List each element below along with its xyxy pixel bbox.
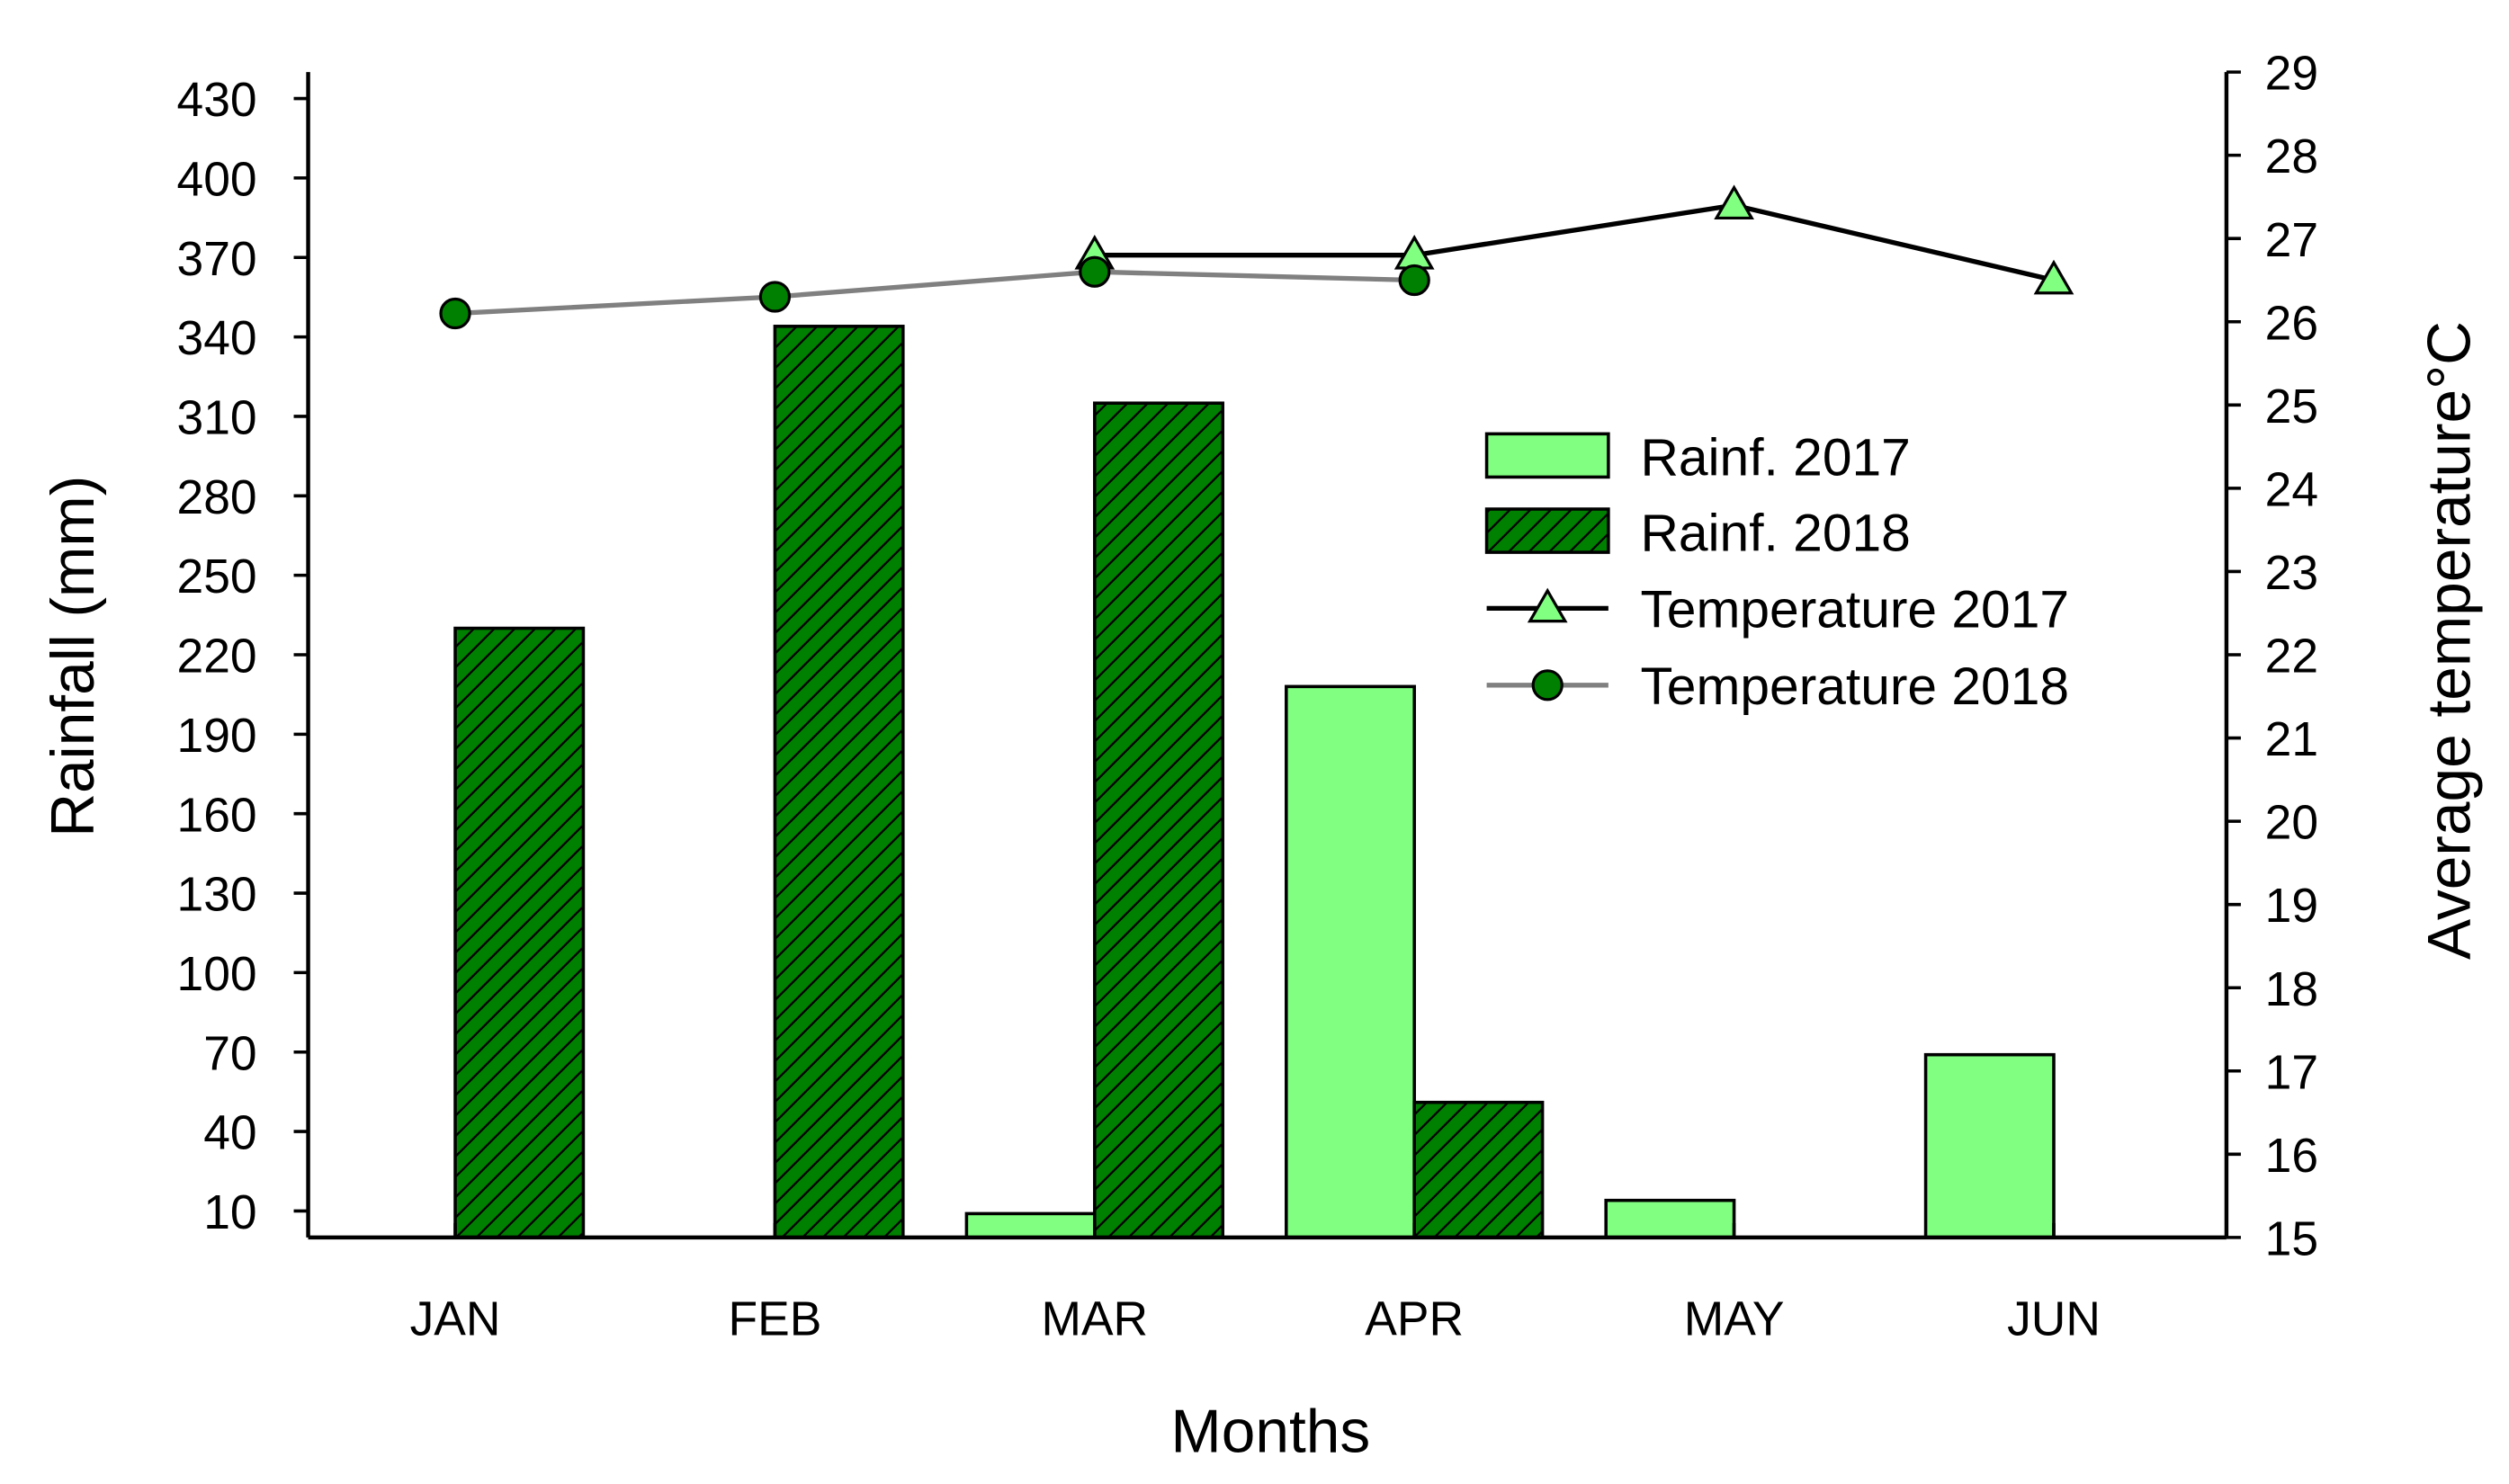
y-tick-label: 160 [177,789,257,842]
x-tick-label: MAY [1684,1292,1785,1345]
point-temperature-2018-feb [760,282,789,311]
y-tick-label: 280 [177,471,257,524]
x-tick-label: MAR [1041,1292,1148,1345]
point-temperature-2017-may [1716,188,1752,219]
point-temperature-2018-mar [1080,257,1109,286]
x-tick-label: FEB [729,1292,822,1345]
y2-tick-label: 26 [2265,297,2318,350]
y2-tick-label: 21 [2265,713,2318,766]
y2-tick-label: 23 [2265,547,2318,600]
y-tick-label: 100 [177,948,257,1001]
y-axis-title: Rainfall (mm) [40,476,107,837]
y-tick-label: 370 [177,233,257,286]
bar-rainf-2018-jan [455,629,583,1238]
y-tick-label: 340 [177,312,257,365]
y-tick-label: 40 [203,1107,256,1160]
y2-tick-label: 17 [2265,1046,2318,1099]
bar-rainf-2018-mar [1095,403,1223,1238]
x-tick-label: JAN [410,1292,501,1345]
y-tick-label: 400 [177,153,257,206]
legend-swatch-rainf-2017 [1487,434,1608,477]
y2-tick-label: 24 [2265,463,2318,516]
y2-tick-label: 16 [2265,1130,2318,1183]
bar-rainf-2018-feb [775,326,902,1238]
y2-tick-label: 19 [2265,880,2318,933]
bar-rainf-2017-may [1606,1201,1734,1238]
y2-tick-label: 22 [2265,630,2318,684]
y2-axis-title: Average temperature°C [2415,321,2483,960]
bar-rainf-2017-apr [1286,686,1414,1238]
y2-tick-label: 27 [2265,214,2318,267]
legend-label-temperature-2017: Temperature 2017 [1640,581,2069,639]
y2-tick-label: 15 [2265,1212,2318,1265]
x-axis-title: Months [1170,1398,1370,1465]
y-tick-label: 70 [203,1027,256,1080]
legend-marker-temperature-2018 [1533,671,1562,700]
bar-rainf-2017-mar [966,1213,1094,1238]
legend-label-temperature-2018: Temperature 2018 [1640,657,2069,716]
y-tick-label: 430 [177,74,257,127]
y-tick-label: 310 [177,392,257,445]
y-tick-label: 130 [177,869,257,922]
y2-tick-label: 18 [2265,963,2318,1016]
legend-swatch-rainf-2018 [1487,509,1608,552]
y2-tick-label: 20 [2265,797,2318,850]
line-temperature-2018 [455,272,1414,313]
y2-tick-label: 29 [2265,48,2318,101]
axes-layer: 10 40 70 100 130 160 190 220 250 280 310 340 370 400 4… [40,48,2483,1466]
y2-tick-label: 25 [2265,380,2318,434]
point-temperature-2018-jan [441,299,470,327]
y-tick-label: 250 [177,550,257,603]
y-tick-label: 220 [177,630,257,684]
y2-tick-label: 28 [2265,130,2318,183]
x-tick-label: APR [1365,1292,1464,1345]
point-temperature-2018-apr [1400,265,1429,294]
legend: Rainf. 2017 Rainf. 2018 Temperature 2017 Te… [1487,429,2069,717]
y-tick-label: 10 [203,1186,256,1239]
bar-rainf-2018-apr [1414,1103,1542,1238]
lines-layer [441,188,2072,328]
legend-label-rainf-2017: Rainf. 2017 [1640,429,1910,487]
y-tick-label: 190 [177,710,257,763]
x-tick-label: JUN [2007,1292,2101,1345]
line-temperature-2017 [1095,205,2054,280]
legend-label-rainf-2018: Rainf. 2018 [1640,504,1910,562]
bar-rainf-2017-jun [1926,1055,2054,1238]
